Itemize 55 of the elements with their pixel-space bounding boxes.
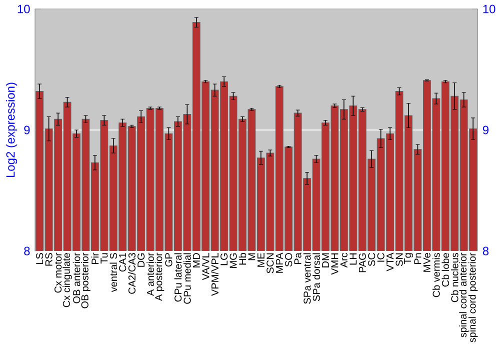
x-tick-label: CA1	[119, 253, 126, 272]
x-tick-label: Tg	[404, 253, 413, 264]
y2-tick-label: 10	[483, 4, 496, 14]
x-tick-label: VTA	[386, 252, 394, 272]
x-tick-label: MPA	[276, 252, 283, 273]
x-tick-label: LS	[36, 253, 44, 264]
x-tick-label: M	[248, 253, 256, 260]
x-tick-label: Cb nucleus	[450, 252, 458, 302]
x-tick-label: RS	[45, 253, 52, 266]
x-tick-label: SPa dorsal	[312, 253, 320, 302]
x-tick-label: CPu medial	[184, 253, 191, 304]
x-tick-label: SCN	[266, 253, 274, 274]
x-tick-label: VMH	[331, 253, 338, 275]
x-tick-label: MG	[230, 253, 237, 268]
x-tick-label: DM	[322, 253, 329, 268]
x-tick-label: VPM/VPL	[211, 252, 219, 296]
x-tick-label: SO	[285, 253, 292, 267]
y-tick-label: 10	[18, 4, 30, 14]
y-axis-title: Log2 (expression)	[6, 82, 18, 178]
x-tick-label: spinal cord anterior	[459, 252, 468, 338]
y-tick-label: 9	[24, 126, 30, 134]
x-tick-label: Pa	[294, 252, 302, 264]
x-tick-label: LH	[350, 253, 357, 265]
x-tick-label: A posterior	[154, 252, 164, 301]
x-tick-label: IC	[377, 252, 384, 262]
x-tick-label: MD	[192, 253, 200, 268]
x-tick-label: Pir	[91, 252, 99, 264]
x-tick-label: Tu	[100, 253, 108, 264]
x-tick-label: MVe	[423, 253, 430, 272]
x-tick-label: Arc	[340, 252, 348, 268]
x-tick-label: PAG	[358, 253, 366, 272]
x-tick-label: Cb lobe	[442, 253, 450, 287]
x-tick-label: SC	[368, 252, 376, 266]
x-tick-label: CPu lateral	[174, 253, 182, 302]
x-tick-label: GP	[165, 253, 172, 267]
x-tick-label: A anterior	[146, 252, 154, 296]
x-tick-label: OB posterior	[81, 252, 90, 308]
x-tick-label: OB anterior	[72, 252, 80, 304]
x-tick-label: SN	[396, 253, 403, 266]
x-tick-label: DG	[138, 253, 145, 267]
x-tick-label: Cx cingulate	[62, 253, 72, 308]
x-tick-label: spinal cord posterior	[468, 252, 478, 342]
x-tick-label: CA2/CA3	[128, 253, 136, 294]
x-tick-label: ME	[258, 253, 264, 267]
x-tick-label: Pn	[414, 253, 422, 264]
y2-tick-label: 8	[482, 246, 489, 256]
y-tick-label: 8	[24, 246, 30, 256]
x-tick-label: Cx motor	[54, 252, 62, 293]
x-tick-label: VA/VL	[202, 252, 210, 280]
x-tick-label: Cb vermis	[432, 252, 440, 298]
x-tick-label: LG	[220, 253, 228, 266]
x-tick-label: ventral S	[110, 253, 118, 292]
y2-tick-label: 9	[482, 126, 488, 134]
x-tick-label: SPa ventral	[303, 253, 311, 304]
x-tick-label: Hb	[238, 253, 246, 265]
